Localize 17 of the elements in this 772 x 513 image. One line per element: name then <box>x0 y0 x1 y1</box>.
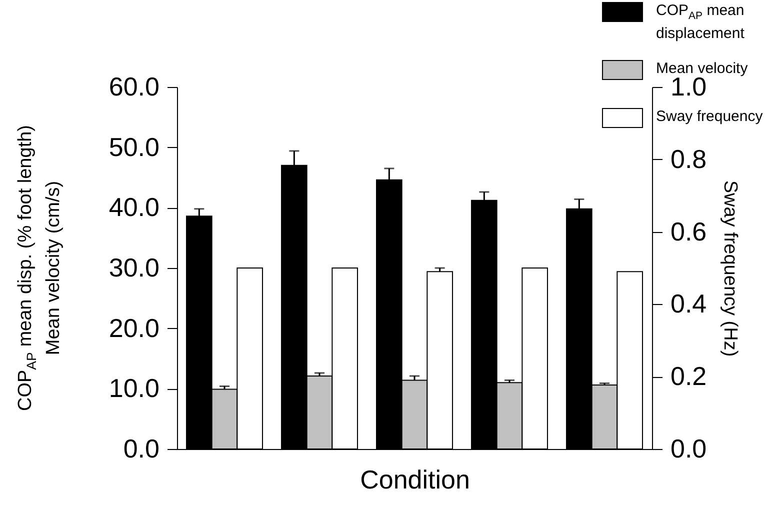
y-tick-label: 50.0 <box>108 132 160 162</box>
legend-label: COP$_{AP}$ mean displacement <box>656 2 746 42</box>
x-axis-title: Condition <box>360 464 470 494</box>
y-tick-label: 20.0 <box>108 312 160 343</box>
y-tick-label: 10.0 <box>108 373 160 404</box>
y-tick-label: 30.0 <box>108 252 160 282</box>
y-tick-label: 0.0 <box>123 434 160 464</box>
y2-tick-label: 0.0 <box>670 434 707 464</box>
y2-axis-title: Sway frequency (Hz) <box>720 180 741 357</box>
legend-label: Sway frequency <box>656 108 764 125</box>
y2-tick-label: 0.8 <box>670 144 707 174</box>
y2-tick-label: 0.6 <box>670 216 707 246</box>
y2-tick-label: 0.2 <box>670 361 707 392</box>
y-tick-label: 40.0 <box>108 192 160 222</box>
y-tick-label: 60.0 <box>108 72 160 102</box>
legend-label: Mean velocity <box>656 60 749 77</box>
y2-tick-label: 0.4 <box>670 288 707 319</box>
